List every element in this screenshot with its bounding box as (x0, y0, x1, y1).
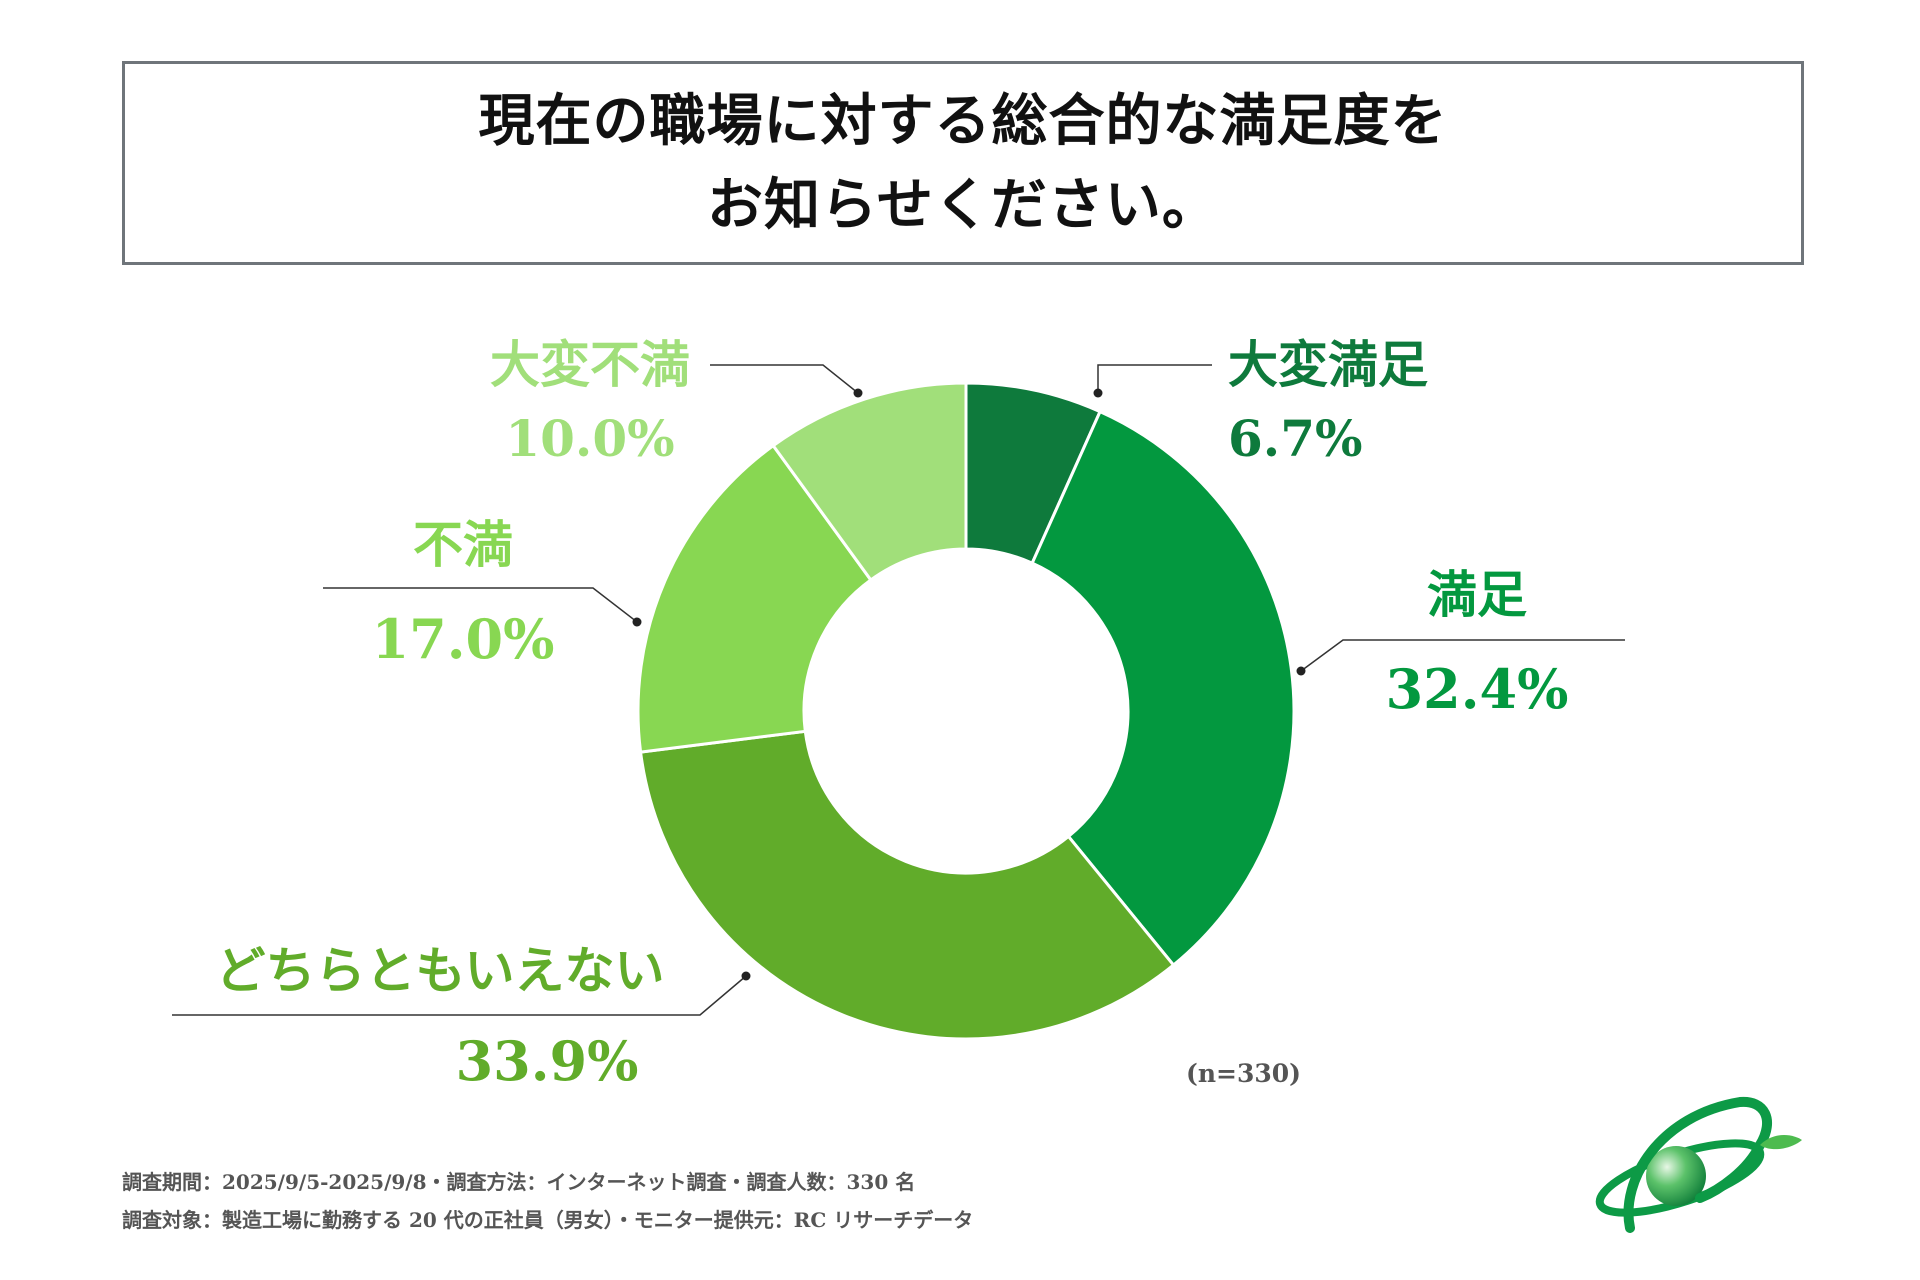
leader-dot-very-dissatisfied (853, 388, 863, 398)
label-value-satisfied: 32.4% (1386, 657, 1569, 721)
leader-dot-very-satisfied (1093, 388, 1103, 398)
slice-satisfied (1030, 409, 1296, 968)
leader-line-neutral (172, 975, 747, 1016)
green-orbit-globe-icon (1595, 1096, 1802, 1233)
title-box: 現在の職場に対する総合的な満足度を お知らせください。 (122, 61, 1804, 265)
leader-dot-satisfied (1296, 666, 1306, 676)
slice-neutral (638, 729, 1176, 1041)
leader-line-very-satisfied (1097, 364, 1212, 393)
survey-target-footnote: 調査対象：製造工場に勤務する 20 代の正社員（男女）・モニター提供元：RC リ… (122, 1208, 974, 1232)
leader-dot-dissatisfied (632, 617, 642, 627)
label-category-satisfied: 満足 (1427, 565, 1527, 624)
label-value-neutral: 33.9% (456, 1029, 639, 1093)
leader-dot-neutral (741, 971, 751, 981)
leader-line-dissatisfied (323, 587, 638, 623)
label-category-dissatisfied: 不満 (413, 515, 513, 574)
label-value-very-dissatisfied: 10.0% (505, 409, 674, 468)
leader-line-very-dissatisfied (710, 364, 859, 394)
label-value-very-satisfied: 6.7% (1228, 409, 1363, 468)
survey-period-footnote: 調査期間：2025/9/5-2025/9/8・調査方法：インターネット調査・調査… (122, 1170, 916, 1194)
slice-dissatisfied (636, 443, 873, 754)
leader-line-satisfied (1300, 639, 1625, 672)
label-category-very-satisfied: 大変満足 (1228, 335, 1428, 394)
label-category-neutral: どちらともいえない (216, 941, 665, 1000)
title-line-1: 現在の職場に対する総合的な満足度を (478, 88, 1448, 154)
label-value-dissatisfied: 17.0% (372, 607, 555, 671)
slice-very-dissatisfied (771, 381, 968, 583)
label-category-very-dissatisfied: 大変不満 (490, 335, 690, 394)
title-line-2: お知らせください。 (707, 172, 1219, 238)
sample-size-note: (n=330) (1186, 1059, 1301, 1088)
